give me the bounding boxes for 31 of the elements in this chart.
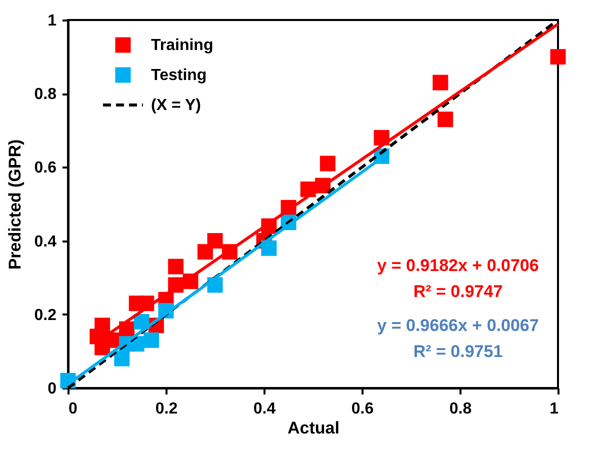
point <box>432 74 448 90</box>
annotation: R² = 0.9747 <box>413 282 503 301</box>
point <box>207 233 223 249</box>
y-tick-label: 0.2 <box>34 306 57 324</box>
y-tick-label: 1 <box>48 12 57 30</box>
x-tick-label: 0.2 <box>155 400 178 418</box>
y-tick-label: 0.4 <box>34 233 57 250</box>
x-tick-label: 1 <box>550 400 559 418</box>
x-tick-label: 0 <box>68 400 78 418</box>
legend-label: Testing <box>151 67 207 84</box>
x-tick-label: 0.8 <box>449 400 472 418</box>
point <box>438 112 454 128</box>
annotation: y = 0.9666x + 0.0067 <box>377 316 539 335</box>
legend-label: (X = Y) <box>151 97 201 114</box>
legend-label: Training <box>151 37 214 54</box>
point <box>320 156 336 172</box>
annotation: R² = 0.9751 <box>413 342 503 361</box>
point <box>114 350 130 366</box>
annotation: y = 0.9182x + 0.0706 <box>377 256 539 275</box>
point <box>261 240 277 256</box>
point <box>144 332 160 348</box>
point <box>550 49 566 65</box>
y-axis-title: Predicted (GPR) <box>5 139 24 270</box>
x-tick-label: 0.4 <box>253 400 276 418</box>
y-tick-label: 0.6 <box>34 160 57 177</box>
y-tick-label: 0.8 <box>34 86 57 104</box>
point <box>168 258 184 274</box>
x-axis-title: Actual <box>288 418 340 438</box>
x-tick-label: 0.6 <box>351 400 374 418</box>
y-tick-label: 0 <box>48 380 57 398</box>
point <box>94 318 110 334</box>
